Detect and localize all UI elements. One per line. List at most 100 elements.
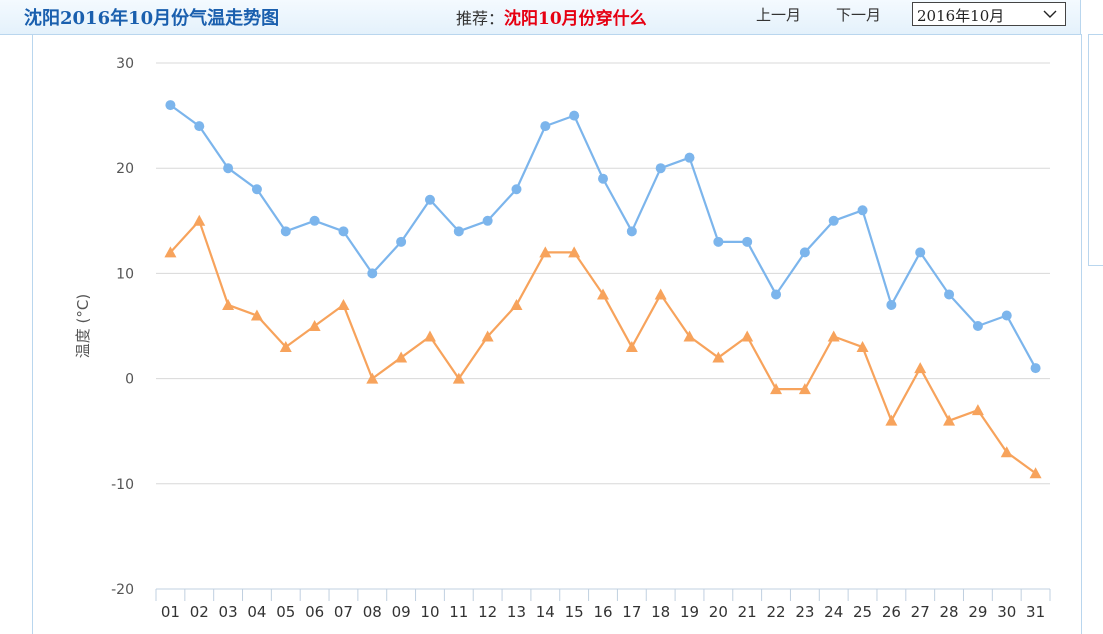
- data-point[interactable]: [194, 121, 205, 132]
- data-point[interactable]: [971, 404, 984, 416]
- x-tick-label: 25: [853, 603, 872, 620]
- data-point[interactable]: [1030, 363, 1041, 374]
- x-tick-label: 31: [1026, 603, 1045, 620]
- data-point[interactable]: [452, 372, 465, 384]
- data-point[interactable]: [683, 330, 696, 342]
- data-point[interactable]: [742, 236, 753, 247]
- data-point[interactable]: [309, 215, 320, 226]
- data-point[interactable]: [540, 121, 551, 132]
- data-point[interactable]: [598, 173, 608, 184]
- x-tick-label: 20: [709, 603, 728, 620]
- data-point[interactable]: [481, 330, 494, 342]
- x-tick-label: 08: [363, 603, 382, 620]
- recommend-link[interactable]: 沈阳10月份穿什么: [504, 9, 647, 29]
- data-point[interactable]: [713, 236, 724, 247]
- data-point[interactable]: [280, 226, 291, 237]
- data-point[interactable]: [482, 215, 493, 226]
- data-point[interactable]: [798, 383, 811, 395]
- x-tick-label: 06: [305, 603, 324, 620]
- data-point[interactable]: [828, 215, 839, 226]
- data-point[interactable]: [626, 226, 637, 237]
- series-line-2: [169, 219, 1037, 475]
- data-point[interactable]: [827, 330, 840, 342]
- x-tick-label: 26: [882, 603, 901, 620]
- y-axis-label: 温度 (°C): [74, 294, 92, 358]
- chart-panel: [32, 34, 1082, 634]
- x-tick-label: 07: [334, 603, 353, 620]
- x-tick-label: 24: [824, 603, 843, 620]
- data-point[interactable]: [539, 246, 552, 258]
- data-point[interactable]: [625, 341, 638, 353]
- data-point[interactable]: [654, 288, 667, 300]
- data-point[interactable]: [453, 226, 464, 237]
- chart-title: 沈阳2016年10月份气温走势图: [24, 8, 280, 29]
- data-point[interactable]: [569, 110, 580, 121]
- data-point[interactable]: [597, 288, 609, 300]
- data-point[interactable]: [367, 268, 378, 279]
- data-point[interactable]: [424, 194, 435, 205]
- chevron-down-icon: [1043, 10, 1057, 18]
- x-tick-label: 03: [219, 603, 238, 620]
- data-point[interactable]: [337, 298, 350, 310]
- x-tick-label: 22: [766, 603, 785, 620]
- data-point[interactable]: [799, 247, 810, 258]
- data-point[interactable]: [423, 330, 436, 342]
- x-tick-label: 29: [968, 603, 987, 620]
- data-point[interactable]: [684, 152, 695, 163]
- data-point[interactable]: [770, 383, 783, 395]
- x-tick-label: 11: [449, 603, 468, 620]
- data-point[interactable]: [250, 309, 263, 321]
- data-point[interactable]: [741, 330, 754, 342]
- data-point[interactable]: [193, 214, 206, 226]
- data-point[interactable]: [222, 298, 235, 310]
- data-point[interactable]: [165, 100, 176, 111]
- data-point[interactable]: [943, 414, 956, 426]
- header-bar: 沈阳2016年10月份气温走势图 推荐：沈阳10月份穿什么 上一月 下一月 20…: [0, 0, 1081, 35]
- x-tick-label: 23: [795, 603, 814, 620]
- data-point[interactable]: [279, 341, 292, 353]
- data-point[interactable]: [655, 163, 666, 174]
- data-point[interactable]: [395, 351, 408, 363]
- x-tick-label: 04: [247, 603, 266, 620]
- data-point[interactable]: [771, 289, 782, 300]
- data-point[interactable]: [568, 246, 581, 258]
- data-point[interactable]: [251, 184, 262, 195]
- x-tick-label: 02: [190, 603, 209, 620]
- month-select[interactable]: 2016年10月: [912, 2, 1066, 26]
- x-tick-label: 12: [478, 603, 497, 620]
- data-point[interactable]: [308, 320, 321, 331]
- data-point[interactable]: [857, 205, 868, 216]
- data-point[interactable]: [511, 184, 522, 195]
- data-point[interactable]: [972, 321, 983, 331]
- next-month-link[interactable]: 下一月: [836, 6, 882, 24]
- y-tick-label: -10: [111, 477, 134, 493]
- data-point[interactable]: [338, 226, 349, 237]
- x-tick-label: 28: [940, 603, 959, 620]
- data-point[interactable]: [885, 414, 898, 426]
- data-point[interactable]: [944, 289, 955, 300]
- x-tick-label: 27: [911, 603, 930, 620]
- data-point[interactable]: [856, 341, 869, 353]
- recommend-label: 推荐：: [456, 9, 505, 28]
- data-point[interactable]: [396, 236, 407, 247]
- data-point[interactable]: [223, 163, 234, 174]
- data-point[interactable]: [915, 247, 926, 258]
- series-line-1: [169, 104, 1037, 369]
- side-panel-edge: [1088, 34, 1103, 266]
- x-tick-label: 16: [593, 603, 612, 620]
- month-select-value: 2016年10月: [917, 7, 1005, 25]
- data-point[interactable]: [1001, 310, 1012, 321]
- prev-month-link[interactable]: 上一月: [756, 6, 802, 24]
- data-point[interactable]: [712, 351, 725, 363]
- data-point[interactable]: [366, 372, 379, 384]
- x-tick-label: 05: [276, 603, 295, 620]
- data-point[interactable]: [1029, 467, 1042, 479]
- data-point[interactable]: [510, 298, 523, 310]
- data-point[interactable]: [1000, 446, 1013, 458]
- x-tick-label: 18: [651, 603, 670, 620]
- data-point[interactable]: [164, 246, 177, 258]
- data-point[interactable]: [914, 362, 927, 374]
- y-tick-label: 10: [116, 266, 134, 282]
- x-tick-label: 17: [622, 603, 641, 620]
- data-point[interactable]: [886, 299, 897, 310]
